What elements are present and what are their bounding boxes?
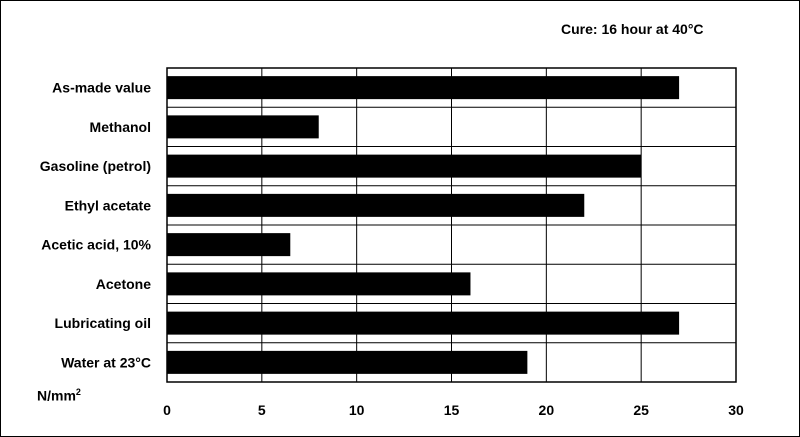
bar [167, 311, 680, 335]
x-tick-label: 20 [539, 402, 555, 418]
x-tick-label: 10 [349, 402, 365, 418]
bar [167, 193, 585, 217]
category-label: Acetone [96, 276, 151, 292]
category-label: As-made value [52, 80, 151, 96]
bar [167, 350, 528, 374]
category-label: Methanol [90, 119, 151, 135]
x-tick-label: 5 [258, 402, 266, 418]
bar [167, 272, 471, 296]
category-label: Gasoline (petrol) [40, 158, 151, 174]
unit-base: N/mm [37, 387, 76, 404]
unit-superscript: 2 [75, 387, 81, 397]
bar [167, 154, 642, 178]
bar [167, 115, 319, 139]
category-label: Acetic acid, 10% [41, 237, 151, 253]
category-label: Ethyl acetate [65, 197, 152, 213]
x-tick-label: 0 [163, 402, 171, 418]
cure-annotation: Cure: 16 hour at 40°C [561, 21, 704, 37]
x-tick-label: 30 [728, 402, 744, 418]
category-label: Lubricating oil [55, 315, 151, 331]
bar [167, 233, 291, 257]
x-tick-label: 15 [444, 402, 460, 418]
x-tick-label: 25 [633, 402, 649, 418]
unit-label: N/mm2 [37, 387, 81, 404]
bar [167, 76, 680, 100]
category-label: Water at 23°C [61, 354, 151, 370]
